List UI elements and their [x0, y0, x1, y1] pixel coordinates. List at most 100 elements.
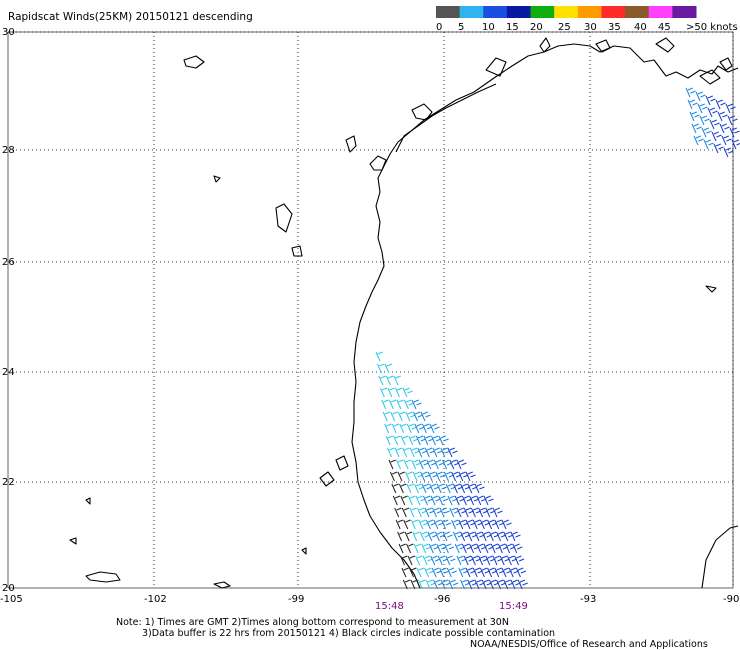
- legend-label: 25: [558, 22, 571, 33]
- wind-barb: [400, 555, 408, 566]
- wind-barb: [376, 363, 385, 374]
- wind-barb: [727, 115, 738, 126]
- wind-barb: [413, 543, 422, 554]
- lat-label-30: 30: [2, 27, 15, 38]
- map-title: Rapidscat Winds(25KM) 20150121 descendin…: [8, 11, 253, 23]
- wind-barb: [401, 507, 410, 518]
- wind-barbs-swath: [375, 351, 528, 590]
- lon-label-90: -90: [723, 594, 739, 605]
- lat-label-28: 28: [2, 145, 15, 156]
- wind-barb: [406, 543, 414, 554]
- lat-label-24: 24: [2, 367, 15, 378]
- wind-barb: [393, 435, 401, 446]
- note-line-1: Note: 1) Times are GMT 2)Times along bot…: [116, 617, 509, 628]
- wind-barb: [381, 399, 389, 410]
- wind-barb: [703, 139, 714, 150]
- wind-barb: [379, 387, 388, 398]
- wind-barb: [697, 103, 708, 114]
- wind-barb: [390, 411, 398, 422]
- wind-barb: [387, 447, 395, 458]
- wind-barb: [438, 435, 449, 446]
- wind-barb: [501, 519, 512, 530]
- wind-barb: [407, 495, 416, 506]
- lon-label-102: -102: [144, 594, 167, 605]
- wind-barb: [492, 507, 503, 518]
- wind-barb: [691, 123, 702, 134]
- wind-barb: [438, 495, 449, 506]
- legend-label: 35: [608, 22, 621, 33]
- legend-swatch: [530, 6, 555, 18]
- wind-barb: [707, 107, 718, 118]
- wind-barb: [382, 411, 391, 422]
- wind-barb: [439, 507, 450, 518]
- wind-barb: [403, 519, 411, 530]
- wind-barb: [432, 447, 443, 458]
- legend-swatch: [625, 6, 650, 18]
- wind-barb: [701, 127, 712, 138]
- wind-barb: [406, 483, 414, 494]
- legend-swatch: [672, 6, 697, 18]
- wind-barb: [375, 351, 383, 362]
- wind-barb: [721, 135, 732, 146]
- wind-barb: [394, 507, 402, 518]
- legend-label: 15: [506, 22, 519, 33]
- wind-barb: [711, 131, 722, 142]
- wind-barb: [378, 375, 386, 386]
- wind-barb: [514, 555, 525, 566]
- wind-barb: [392, 495, 401, 506]
- legend-label: 40: [634, 22, 647, 33]
- legend-swatch: [648, 6, 673, 18]
- wind-barb: [443, 543, 455, 554]
- wind-barb: [409, 567, 417, 578]
- wind-barb: [402, 579, 411, 590]
- legend-label: 20: [530, 22, 543, 33]
- wind-barb: [456, 459, 467, 470]
- wind-barb: [385, 375, 394, 386]
- legend-label: >50 knots: [686, 22, 738, 33]
- wind-barb: [411, 399, 422, 410]
- wind-barb: [717, 111, 728, 122]
- legend-swatch: [601, 6, 626, 18]
- wind-barb: [409, 507, 417, 518]
- wind-barb: [384, 423, 392, 434]
- wind-barb: [391, 423, 400, 434]
- wind-barb: [404, 531, 413, 542]
- wind-barbs-northeast: [685, 87, 740, 158]
- legend-label: 30: [584, 22, 597, 33]
- wind-barb: [396, 399, 404, 410]
- wind-barb: [402, 387, 413, 398]
- wind-barb: [418, 579, 426, 590]
- wind-barb: [410, 519, 419, 530]
- wind-barb: [725, 103, 736, 114]
- wind-barb: [394, 387, 403, 398]
- wind-barb: [416, 567, 425, 578]
- wind-barb: [397, 411, 406, 422]
- wind-barb: [402, 447, 410, 458]
- wind-barb: [397, 531, 405, 542]
- legend-label: 5: [458, 22, 464, 33]
- wind-barb: [689, 111, 700, 122]
- wind-barb: [483, 495, 494, 506]
- wind-barb: [441, 519, 452, 530]
- wind-barb: [445, 555, 456, 566]
- wind-barb: [685, 87, 696, 98]
- wind-barb: [436, 483, 447, 494]
- wind-barb: [420, 411, 431, 422]
- legend-label: 0: [436, 22, 442, 33]
- lat-label-20: 20: [2, 583, 15, 594]
- legend-swatch: [459, 6, 484, 18]
- wind-barb: [699, 115, 710, 126]
- wind-barb: [447, 447, 458, 458]
- pass-time-start: 15:48: [375, 601, 404, 612]
- wind-barb: [387, 387, 395, 398]
- wind-barb: [400, 435, 409, 446]
- wind-barb: [393, 375, 401, 386]
- map-frame: [7, 31, 734, 589]
- wind-barb: [407, 555, 416, 566]
- wind-barb: [394, 447, 403, 458]
- lon-label-99: -99: [288, 594, 304, 605]
- wind-barb: [384, 363, 392, 374]
- wind-barb: [398, 543, 407, 554]
- wind-barb: [410, 579, 418, 590]
